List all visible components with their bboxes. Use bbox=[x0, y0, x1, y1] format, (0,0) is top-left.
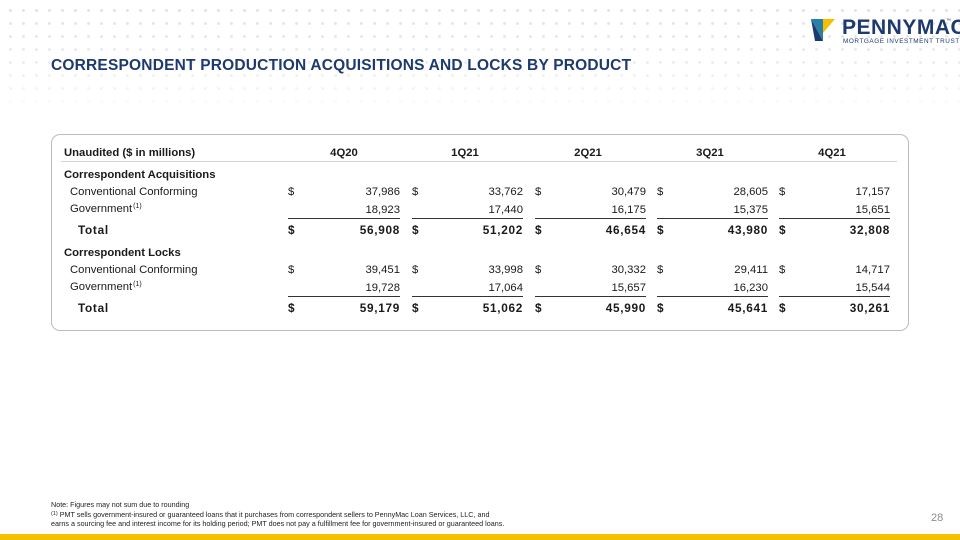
footnote-marker: (1) bbox=[133, 281, 142, 288]
table-cell: 18,923 bbox=[365, 204, 400, 216]
table-cell: 17,064 bbox=[488, 282, 523, 294]
table-cell: 33,762 bbox=[488, 186, 523, 198]
page-number: 28 bbox=[931, 512, 944, 524]
footnote-marker: (1) bbox=[51, 511, 58, 517]
total-label: Total bbox=[78, 301, 109, 315]
currency-symbol: $ bbox=[412, 264, 419, 276]
total-cell: 51,062 bbox=[482, 301, 523, 315]
section-title: Correspondent Acquisitions bbox=[64, 169, 216, 181]
column-header: 3Q21 bbox=[696, 147, 724, 159]
currency-symbol: $ bbox=[657, 264, 664, 276]
footnote-government: (1) PMT sells government-insured or guar… bbox=[51, 510, 489, 519]
subtotal-rule bbox=[412, 296, 523, 297]
currency-symbol: $ bbox=[412, 301, 420, 315]
row-label-government: Government(1) bbox=[70, 202, 142, 216]
dot-pattern-background bbox=[0, 0, 960, 120]
subtotal-rule bbox=[288, 296, 400, 297]
row-label: Conventional Conforming bbox=[70, 264, 198, 276]
total-label: Total bbox=[78, 223, 109, 237]
subtotal-rule bbox=[535, 296, 646, 297]
total-cell: 32,808 bbox=[849, 223, 890, 237]
footnote-rounding: Note: Figures may not sum due to roundin… bbox=[51, 500, 190, 509]
table-cell: 30,332 bbox=[611, 264, 646, 276]
table-cell: 17,440 bbox=[488, 204, 523, 216]
subtotal-rule bbox=[779, 218, 890, 219]
table-cell: 19,728 bbox=[365, 282, 400, 294]
table-cell: 28,605 bbox=[733, 186, 768, 198]
table-cell: 15,544 bbox=[855, 282, 890, 294]
total-cell: 59,179 bbox=[359, 301, 400, 315]
subtotal-rule bbox=[288, 218, 400, 219]
footnote-text: PMT sells government-insured or guarante… bbox=[57, 510, 490, 519]
currency-symbol: $ bbox=[412, 186, 419, 198]
total-cell: 30,261 bbox=[849, 301, 890, 315]
currency-symbol: $ bbox=[535, 223, 543, 237]
currency-symbol: $ bbox=[288, 223, 296, 237]
logo-trademark: ™ bbox=[946, 18, 951, 24]
subtotal-rule bbox=[657, 218, 768, 219]
column-header: 4Q21 bbox=[818, 147, 846, 159]
page-title: CORRESPONDENT PRODUCTION ACQUISITIONS AN… bbox=[51, 57, 632, 74]
column-header: 1Q21 bbox=[451, 147, 479, 159]
currency-symbol: $ bbox=[779, 186, 786, 198]
currency-symbol: $ bbox=[535, 301, 543, 315]
table-cell: 39,451 bbox=[365, 264, 400, 276]
total-cell: 51,202 bbox=[482, 223, 523, 237]
table-cell: 29,411 bbox=[734, 264, 768, 276]
currency-symbol: $ bbox=[412, 223, 420, 237]
table-cell: 30,479 bbox=[611, 186, 646, 198]
pennymac-logo-icon bbox=[811, 19, 835, 41]
row-label: Conventional Conforming bbox=[70, 186, 198, 198]
currency-symbol: $ bbox=[288, 186, 295, 198]
footnote-government-continued: earns a sourcing fee and interest income… bbox=[51, 519, 505, 528]
column-header: 2Q21 bbox=[574, 147, 602, 159]
currency-symbol: $ bbox=[657, 223, 665, 237]
subtotal-rule bbox=[779, 296, 890, 297]
currency-symbol: $ bbox=[657, 186, 664, 198]
row-label: Government bbox=[70, 281, 133, 293]
gold-footer-band bbox=[0, 534, 960, 540]
table-cell: 15,657 bbox=[611, 282, 646, 294]
total-cell: 46,654 bbox=[605, 223, 646, 237]
currency-symbol: $ bbox=[779, 264, 786, 276]
table-header-label: Unaudited ($ in millions) bbox=[64, 147, 196, 159]
subtotal-rule bbox=[535, 218, 646, 219]
currency-symbol: $ bbox=[288, 264, 295, 276]
currency-symbol: $ bbox=[779, 301, 787, 315]
row-label: Government bbox=[70, 203, 133, 215]
table-frame bbox=[51, 134, 909, 331]
subtotal-rule bbox=[657, 296, 768, 297]
table-cell: 14,717 bbox=[855, 264, 890, 276]
pennymac-logo: PENNYMAC ™ MORTGAGE INVESTMENT TRUST bbox=[811, 17, 960, 45]
section-title: Correspondent Locks bbox=[64, 247, 181, 259]
table-cell: 15,651 bbox=[855, 204, 890, 216]
table-cell: 16,175 bbox=[611, 204, 646, 216]
table-cell: 16,230 bbox=[733, 282, 768, 294]
currency-symbol: $ bbox=[657, 301, 665, 315]
total-cell: 45,990 bbox=[605, 301, 646, 315]
total-cell: 43,980 bbox=[727, 223, 768, 237]
logo-wordmark: PENNYMAC bbox=[842, 16, 960, 39]
column-header: 4Q20 bbox=[330, 147, 358, 159]
subtotal-rule bbox=[412, 218, 523, 219]
logo-subtitle: MORTGAGE INVESTMENT TRUST bbox=[843, 38, 960, 45]
table-cell: 37,986 bbox=[365, 186, 400, 198]
currency-symbol: $ bbox=[535, 186, 542, 198]
currency-symbol: $ bbox=[288, 301, 296, 315]
total-cell: 45,641 bbox=[727, 301, 768, 315]
header-divider bbox=[61, 161, 897, 162]
table-cell: 15,375 bbox=[733, 204, 768, 216]
table-cell: 33,998 bbox=[488, 264, 523, 276]
currency-symbol: $ bbox=[535, 264, 542, 276]
currency-symbol: $ bbox=[779, 223, 787, 237]
table-cell: 17,157 bbox=[855, 186, 890, 198]
total-cell: 56,908 bbox=[359, 223, 400, 237]
row-label-government: Government(1) bbox=[70, 280, 142, 294]
footnote-marker: (1) bbox=[133, 203, 142, 210]
